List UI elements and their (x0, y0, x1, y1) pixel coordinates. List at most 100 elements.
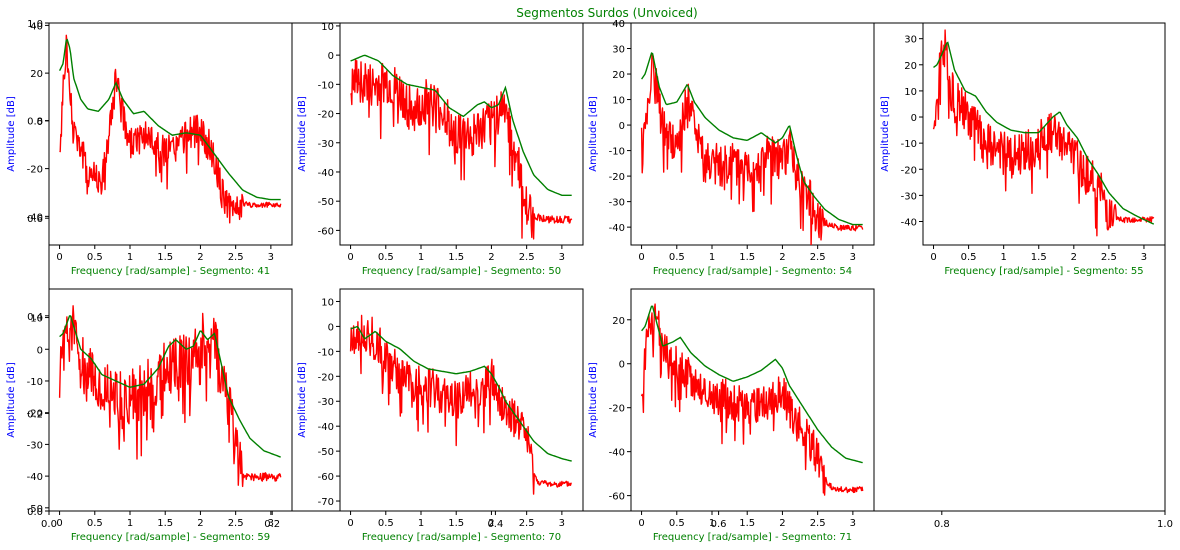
x-axis-label: Frequency [rad/sample] - Segmento: 71 (653, 532, 852, 543)
ytick-label: -10 (318, 347, 334, 358)
xtick-label: 1 (127, 252, 133, 263)
ytick-label: 0 (37, 117, 43, 128)
xtick-label: 0.5 (378, 252, 394, 263)
xtick-label: 0 (56, 518, 62, 529)
xtick-label: 2 (488, 518, 494, 529)
ytick-label: 10 (904, 87, 917, 98)
ytick-label: 20 (30, 69, 43, 80)
xtick-label: 3 (268, 518, 274, 529)
xtick-label: 3 (559, 518, 565, 529)
envelope-line (350, 325, 572, 462)
xtick-label: 1.5 (448, 518, 464, 529)
ytick-label: -60 (318, 226, 334, 237)
xtick-label: 1 (418, 252, 424, 263)
xtick-label: 2.5 (228, 518, 244, 529)
background-xtick-label: 1.0 (1157, 519, 1173, 530)
x-axis-label: Frequency [rad/sample] - Segmento: 54 (653, 266, 852, 277)
xtick-label: 2 (197, 252, 203, 263)
ytick-label: 10 (612, 96, 625, 107)
ytick-label: 20 (904, 61, 917, 72)
ytick-label: -70 (318, 497, 334, 508)
spectrum-line (932, 29, 1155, 237)
xtick-label: 1.5 (739, 518, 755, 529)
spectrum-line (58, 305, 282, 488)
ytick-label: -60 (318, 472, 334, 483)
envelope-line (59, 315, 281, 458)
y-axis-label: Amplitude [dB] (880, 96, 891, 172)
y-axis-label: Amplitude [dB] (297, 96, 308, 172)
xtick-label: 1.5 (739, 252, 755, 263)
series-group (58, 305, 282, 488)
ytick-label: 30 (904, 35, 917, 46)
ytick-label: -40 (318, 168, 334, 179)
y-axis-label: Amplitude [dB] (6, 362, 17, 438)
subplot-7: 0 0.5 1 1.5 2 2.5 3 -60 -40 -20 0 20 Frequency [rad/… (588, 288, 875, 543)
xtick-label: 2.5 (810, 252, 826, 263)
ytick-label: -40 (27, 472, 43, 483)
envelope-line (933, 41, 1155, 225)
envelope-line (58, 38, 281, 201)
background-ytick-label: 0.4 (27, 312, 43, 323)
series-group (58, 34, 282, 224)
background-xtick-label: 0.2 (264, 519, 280, 530)
xtick-label: 2.5 (519, 518, 535, 529)
spectrum-line (349, 314, 572, 495)
series-group (640, 52, 864, 245)
xtick-label: 2.5 (1101, 252, 1117, 263)
series-group (349, 314, 572, 495)
xtick-label: 0 (930, 252, 936, 263)
ytick-label: -10 (318, 80, 334, 91)
subplot-1: 0 0.5 1 1.5 2 2.5 3 -40 -20 0 20 40 Frequency [rad/s… (6, 21, 293, 277)
x-axis-label: Frequency [rad/sample] - Segmento: 55 (944, 266, 1143, 277)
plot-area (630, 288, 875, 512)
xtick-label: 0.5 (961, 252, 977, 263)
ytick-label: -40 (901, 217, 917, 228)
background-xtick-label: 0.8 (934, 519, 950, 530)
series-group (932, 29, 1155, 237)
xtick-label: 1.5 (157, 518, 173, 529)
ytick-label: 0 (619, 360, 625, 371)
xtick-label: 1 (1000, 252, 1006, 263)
xtick-label: 1.5 (1031, 252, 1047, 263)
y-axis-label: Amplitude [dB] (6, 96, 17, 172)
xtick-label: 2.5 (228, 252, 244, 263)
xtick-label: 2 (779, 252, 785, 263)
ytick-label: -20 (318, 110, 334, 121)
background-ytick-label: 0.6 (27, 214, 43, 225)
xtick-label: 1.5 (448, 252, 464, 263)
xtick-label: 2 (1071, 252, 1077, 263)
background-xtick-label: 0.6 (711, 519, 727, 530)
ytick-label: 0 (328, 51, 334, 62)
series-group (640, 303, 864, 496)
ytick-label: -10 (609, 147, 625, 158)
ytick-label: 0 (619, 121, 625, 132)
ytick-label: 40 (612, 19, 625, 30)
ytick-label: -20 (27, 165, 43, 176)
y-axis-label: Amplitude [dB] (588, 362, 599, 438)
ytick-label: 10 (321, 297, 334, 308)
background-xtick-label: 0.0 (41, 519, 57, 530)
ytick-label: -20 (609, 172, 625, 183)
xtick-label: 0 (638, 518, 644, 529)
xtick-label: 0.5 (378, 518, 394, 529)
subplot-4: 0 0.5 1 1.5 2 2.5 3 -40 -30 -20 -10 0 10 20 30 Frequenc… (880, 22, 1166, 277)
xtick-label: 3 (1141, 252, 1147, 263)
subplot-5: 0 0.5 1 1.5 2 2.5 3 -50 -40 -30 -20 -10 0 10 Frequency… (6, 288, 293, 543)
ytick-label: -40 (609, 223, 625, 234)
plot-area (339, 22, 584, 246)
spectrum-line (350, 59, 573, 240)
ytick-label: 40 (30, 21, 43, 32)
background-ytick-label: 0.0 (27, 507, 43, 518)
ytick-label: -40 (609, 448, 625, 459)
xtick-label: 0 (56, 252, 62, 263)
background-axes: 0.0 0.2 0.4 0.6 0.8 1.0 0.0 0.2 0.4 0.6 0.8 1.0 (27, 19, 1173, 530)
ytick-label: -30 (318, 397, 334, 408)
ytick-label: 0 (328, 322, 334, 333)
xtick-label: 2 (197, 518, 203, 529)
xtick-label: 0 (347, 252, 353, 263)
ytick-label: -20 (609, 404, 625, 415)
xtick-label: 2.5 (810, 518, 826, 529)
background-ytick-label: 0.2 (27, 409, 43, 420)
xtick-label: 2 (779, 518, 785, 529)
